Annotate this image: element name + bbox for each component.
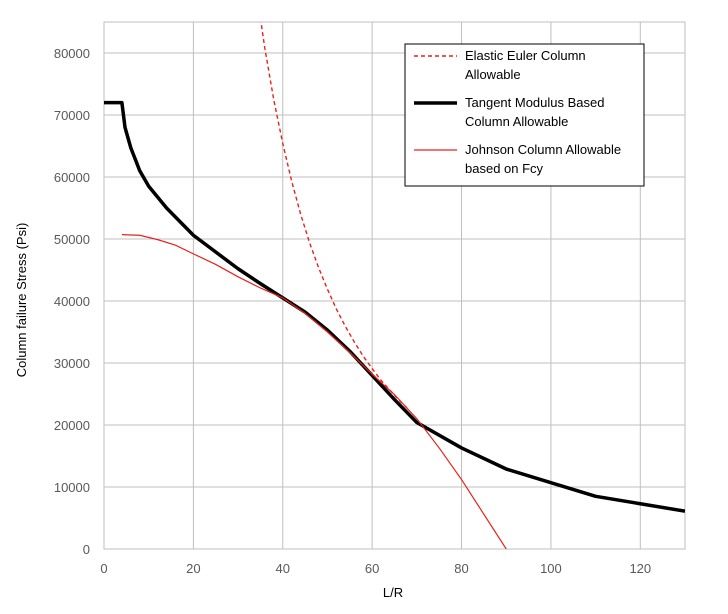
legend: Elastic Euler Column Allowable Tangent Mod… <box>404 43 645 187</box>
legend-label-1: Tangent Modulus Based Column Allowable <box>465 95 604 129</box>
x-tick-label: 60 <box>365 561 379 576</box>
tick-labels: 0 20 40 60 80 100 120 0 10000 20000 30000 40000 5000… <box>54 46 651 576</box>
y-axis-title: Column failure Stress (Psi) <box>14 223 29 378</box>
legend-label-0: Elastic Euler Column Allowable <box>465 48 586 82</box>
gridlines <box>103 21 686 550</box>
y-tick-label: 0 <box>83 542 90 557</box>
y-tick-label: 10000 <box>54 480 90 495</box>
x-tick-label: 120 <box>629 561 651 576</box>
x-tick-label: 40 <box>276 561 290 576</box>
legend-label-2: Johnson Column Allowable based on Fcy <box>465 142 621 176</box>
series-line-2 <box>121 234 507 549</box>
series-line-0 <box>260 22 409 410</box>
y-tick-label: 30000 <box>54 356 90 371</box>
y-tick-label: 60000 <box>54 170 90 185</box>
x-tick-label: 20 <box>186 561 200 576</box>
y-tick-label: 40000 <box>54 294 90 309</box>
x-tick-label: 0 <box>100 561 107 576</box>
x-tick-label: 100 <box>540 561 562 576</box>
y-tick-label: 20000 <box>54 418 90 433</box>
y-tick-label: 50000 <box>54 232 90 247</box>
y-tick-label: 80000 <box>54 46 90 61</box>
y-tick-label: 70000 <box>54 108 90 123</box>
legend-box <box>404 43 645 187</box>
x-tick-label: 80 <box>454 561 468 576</box>
series-lines <box>104 22 685 549</box>
x-axis-title: L/R <box>383 585 403 600</box>
